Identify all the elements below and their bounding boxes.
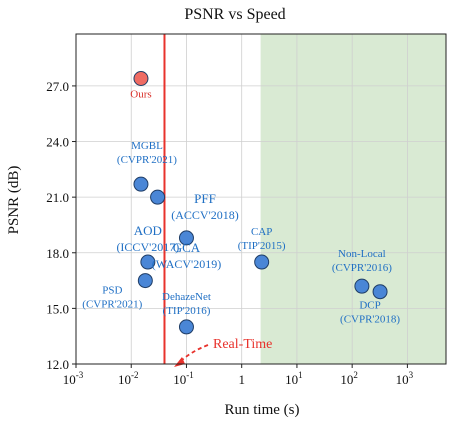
- label-ours-name: Ours: [130, 88, 151, 100]
- point-non-local: [354, 278, 370, 294]
- point-dcp: [372, 284, 388, 300]
- point-cap: [254, 254, 270, 270]
- point-psd: [137, 273, 153, 289]
- data-points: [133, 70, 388, 335]
- label-gca-venue: (WACV'2019): [152, 257, 222, 271]
- plot-frame: [75, 33, 447, 365]
- label-dcp-name: DCP: [359, 300, 380, 312]
- x-axis-ticks: 10-3 10-2 10-1 1 101 102 103: [63, 364, 414, 387]
- x-tick-label: 102: [340, 370, 358, 387]
- point-dehazenet: [178, 319, 194, 335]
- y-tick-label: 24.0: [46, 135, 69, 150]
- label-non-local-name: Non-Local: [338, 248, 386, 260]
- point-ours: [133, 70, 149, 86]
- label-pff-venue: (ACCV'2018): [171, 208, 239, 222]
- y-tick-label: 18.0: [46, 246, 69, 261]
- point-mgbl: [133, 176, 149, 192]
- x-tick-label: 103: [396, 370, 414, 387]
- x-tick-label: 10-1: [173, 370, 194, 387]
- label-mgbl-name: MGBL: [131, 140, 163, 152]
- label-dehazenet-venue: (TIP'2016): [163, 305, 211, 317]
- label-psd-venue: (CVPR'2021): [82, 299, 142, 311]
- label-gca-name: GCA: [173, 240, 201, 255]
- label-aod-venue: (ICCV'2017): [116, 240, 179, 254]
- y-tick-label: 15.0: [46, 301, 69, 316]
- shaded-region: [260, 34, 446, 364]
- label-pff-name: PFF: [194, 191, 216, 206]
- label-non-local-venue: (CVPR'2016): [332, 262, 392, 274]
- y-axis-ticks: 12.0 15.0 18.0 21.0 24.0 27.0: [46, 79, 76, 372]
- point-aod: [140, 254, 156, 270]
- label-psd-name: PSD: [102, 285, 122, 297]
- point-gca: [178, 230, 194, 246]
- label-dehazenet-name: DehazeNet: [162, 291, 211, 303]
- label-cap-name: CAP: [251, 226, 272, 238]
- realtime-label: Real-Time: [213, 337, 272, 352]
- y-tick-label: 12.0: [46, 357, 69, 372]
- x-tick-label: 10-3: [63, 370, 84, 387]
- label-mgbl-venue: (CVPR'2021): [117, 154, 177, 166]
- label-dcp-venue: (CVPR'2018): [340, 314, 400, 326]
- y-axis-label: PSNR (dB): [6, 166, 22, 235]
- x-axis-label: Run time (s): [225, 402, 300, 418]
- chart-title: PSNR vs Speed: [184, 6, 285, 23]
- point-labels: Ours MGBL (CVPR'2021) PFF (ACCV'2018) AOD (ICC…: [82, 88, 400, 325]
- x-tick-label: 10-2: [118, 370, 139, 387]
- x-tick-label: 1: [238, 372, 245, 387]
- x-tick-label: 101: [285, 370, 303, 387]
- y-tick-label: 21.0: [46, 190, 69, 205]
- label-aod-name: AOD: [134, 223, 162, 238]
- point-pff: [150, 189, 166, 205]
- y-tick-label: 27.0: [46, 79, 69, 94]
- label-cap-venue: (TIP'2015): [238, 240, 286, 252]
